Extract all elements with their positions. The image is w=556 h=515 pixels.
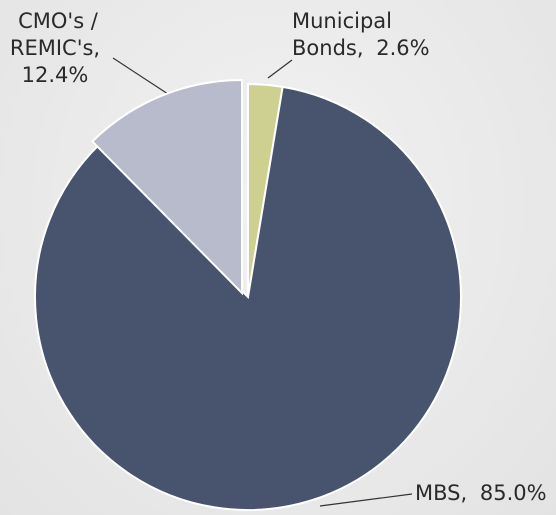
leader-line	[319, 493, 413, 507]
slice-label: MBS, 85.0%	[415, 480, 556, 507]
value-label: 12.4%	[21, 63, 89, 87]
category-label: Municipal Bonds,	[292, 9, 392, 60]
value-label: 2.6%	[376, 36, 430, 60]
leader-line	[267, 59, 293, 79]
category-label: MBS,	[415, 481, 468, 505]
value-label: 85.0%	[479, 481, 547, 505]
category-label: CMO's / REMIC's,	[9, 9, 101, 60]
leader-line	[112, 57, 169, 95]
slice-label: CMO's / REMIC's, 12.4%	[2, 8, 114, 89]
pie-slice	[90, 78, 243, 296]
slice-label: Municipal Bonds, 2.6%	[292, 8, 452, 62]
